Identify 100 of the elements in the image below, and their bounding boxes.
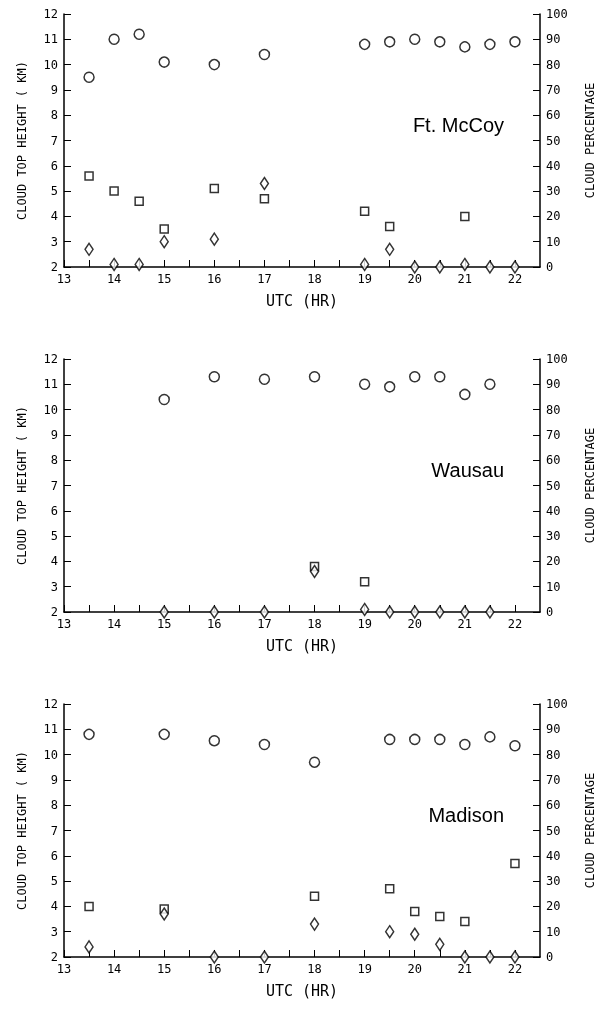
x-tick-label: 18 bbox=[307, 272, 322, 286]
x-tick-label: 16 bbox=[207, 962, 222, 976]
y-tick-label: 10 bbox=[43, 57, 58, 72]
y-tick-label: 3 bbox=[50, 579, 58, 594]
point bbox=[84, 940, 94, 954]
y2-axis-title: CLOUD PERCENTAGE bbox=[583, 82, 597, 199]
point bbox=[359, 602, 370, 617]
point bbox=[384, 605, 395, 619]
y2-tick-label: 80 bbox=[546, 402, 561, 417]
y-tick-label: 12 bbox=[43, 697, 58, 711]
point bbox=[484, 38, 496, 51]
point bbox=[258, 48, 271, 61]
point bbox=[83, 71, 95, 83]
point bbox=[485, 605, 495, 619]
x-tick-label: 21 bbox=[457, 962, 473, 976]
point bbox=[359, 206, 370, 217]
y-tick-label: 8 bbox=[50, 798, 58, 813]
y-tick-label: 6 bbox=[50, 503, 58, 518]
point bbox=[158, 56, 170, 68]
x-axis-title: UTC (HR) bbox=[265, 981, 339, 1000]
y2-tick-label: 30 bbox=[546, 874, 561, 889]
y2-tick-label: 90 bbox=[546, 722, 561, 737]
point bbox=[510, 950, 520, 964]
point bbox=[159, 907, 169, 921]
point bbox=[484, 378, 496, 391]
y2-tick-label: 60 bbox=[546, 798, 561, 813]
point bbox=[409, 733, 421, 746]
y2-tick-label: 10 bbox=[546, 579, 561, 594]
x-tick-label: 14 bbox=[106, 962, 122, 976]
x-tick-label: 20 bbox=[407, 962, 422, 976]
y2-axis-title: CLOUD PERCENTAGE bbox=[583, 772, 597, 889]
y2-tick-label: 90 bbox=[546, 377, 561, 392]
y2-axis-title: CLOUD PERCENTAGE bbox=[583, 427, 597, 544]
x-tick-label: 16 bbox=[207, 617, 222, 631]
point bbox=[383, 36, 396, 48]
y-tick-label: 8 bbox=[50, 108, 58, 123]
x-tick-label: 20 bbox=[407, 617, 422, 631]
y-tick-label: 9 bbox=[50, 427, 58, 442]
y-tick-label: 4 bbox=[50, 899, 58, 914]
y-tick-label: 8 bbox=[50, 453, 58, 468]
point bbox=[259, 176, 270, 191]
point bbox=[460, 211, 470, 222]
x-tick-label: 13 bbox=[56, 617, 72, 631]
x-tick-label: 16 bbox=[207, 272, 222, 286]
y2-tick-label: 30 bbox=[546, 529, 561, 544]
point bbox=[109, 186, 119, 196]
y2-tick-label: 80 bbox=[546, 57, 561, 72]
y2-tick-label: 40 bbox=[546, 158, 561, 173]
y2-tick-label: 60 bbox=[546, 453, 561, 468]
annotation: Wausau bbox=[431, 459, 505, 481]
y2-tick-label: 80 bbox=[546, 747, 561, 762]
x-tick-label: 15 bbox=[156, 962, 172, 976]
y-tick-label: 7 bbox=[50, 133, 58, 148]
point bbox=[209, 950, 220, 964]
x-tick-label: 22 bbox=[507, 272, 523, 286]
point bbox=[159, 605, 169, 619]
x-tick-label: 21 bbox=[457, 617, 473, 631]
point bbox=[84, 901, 94, 912]
point bbox=[309, 891, 320, 902]
x-tick-label: 13 bbox=[56, 272, 72, 286]
y-tick-label: 2 bbox=[50, 950, 58, 964]
y2-tick-label: 20 bbox=[546, 899, 561, 914]
y-tick-label: 12 bbox=[43, 352, 58, 366]
x-tick-label: 15 bbox=[156, 272, 172, 286]
point bbox=[383, 733, 396, 746]
y-tick-label: 10 bbox=[43, 747, 58, 762]
y2-tick-label: 70 bbox=[546, 427, 561, 442]
x-tick-label: 15 bbox=[156, 617, 172, 631]
point bbox=[209, 605, 220, 619]
point bbox=[460, 950, 470, 964]
y2-tick-label: 40 bbox=[546, 848, 561, 863]
point bbox=[208, 734, 221, 747]
point bbox=[158, 728, 170, 741]
y2-tick-label: 0 bbox=[546, 605, 554, 619]
y2-tick-label: 100 bbox=[546, 7, 568, 21]
point bbox=[359, 257, 370, 272]
y2-tick-label: 100 bbox=[546, 352, 568, 366]
y-tick-label: 4 bbox=[50, 554, 58, 569]
x-tick-label: 17 bbox=[257, 617, 272, 631]
point bbox=[459, 41, 471, 53]
y2-tick-label: 70 bbox=[546, 772, 561, 787]
point bbox=[308, 370, 321, 383]
point bbox=[409, 927, 420, 941]
y2-tick-label: 60 bbox=[546, 108, 561, 123]
point bbox=[509, 36, 521, 48]
x-tick-label: 22 bbox=[507, 962, 523, 976]
y2-tick-label: 90 bbox=[546, 32, 561, 47]
point bbox=[459, 738, 471, 751]
x-tick-label: 19 bbox=[357, 272, 372, 286]
y-tick-label: 12 bbox=[43, 7, 58, 21]
x-tick-label: 19 bbox=[357, 617, 372, 631]
y-tick-label: 10 bbox=[43, 402, 58, 417]
y2-tick-label: 100 bbox=[546, 697, 568, 711]
x-axis-title: UTC (HR) bbox=[265, 636, 339, 655]
y2-tick-label: 30 bbox=[546, 184, 561, 199]
y-tick-label: 7 bbox=[50, 478, 58, 493]
point bbox=[359, 576, 370, 587]
point bbox=[134, 196, 144, 206]
y-axis-title: CLOUD TOP HEIGHT ( KM) bbox=[15, 61, 29, 220]
x-tick-label: 14 bbox=[106, 617, 122, 631]
